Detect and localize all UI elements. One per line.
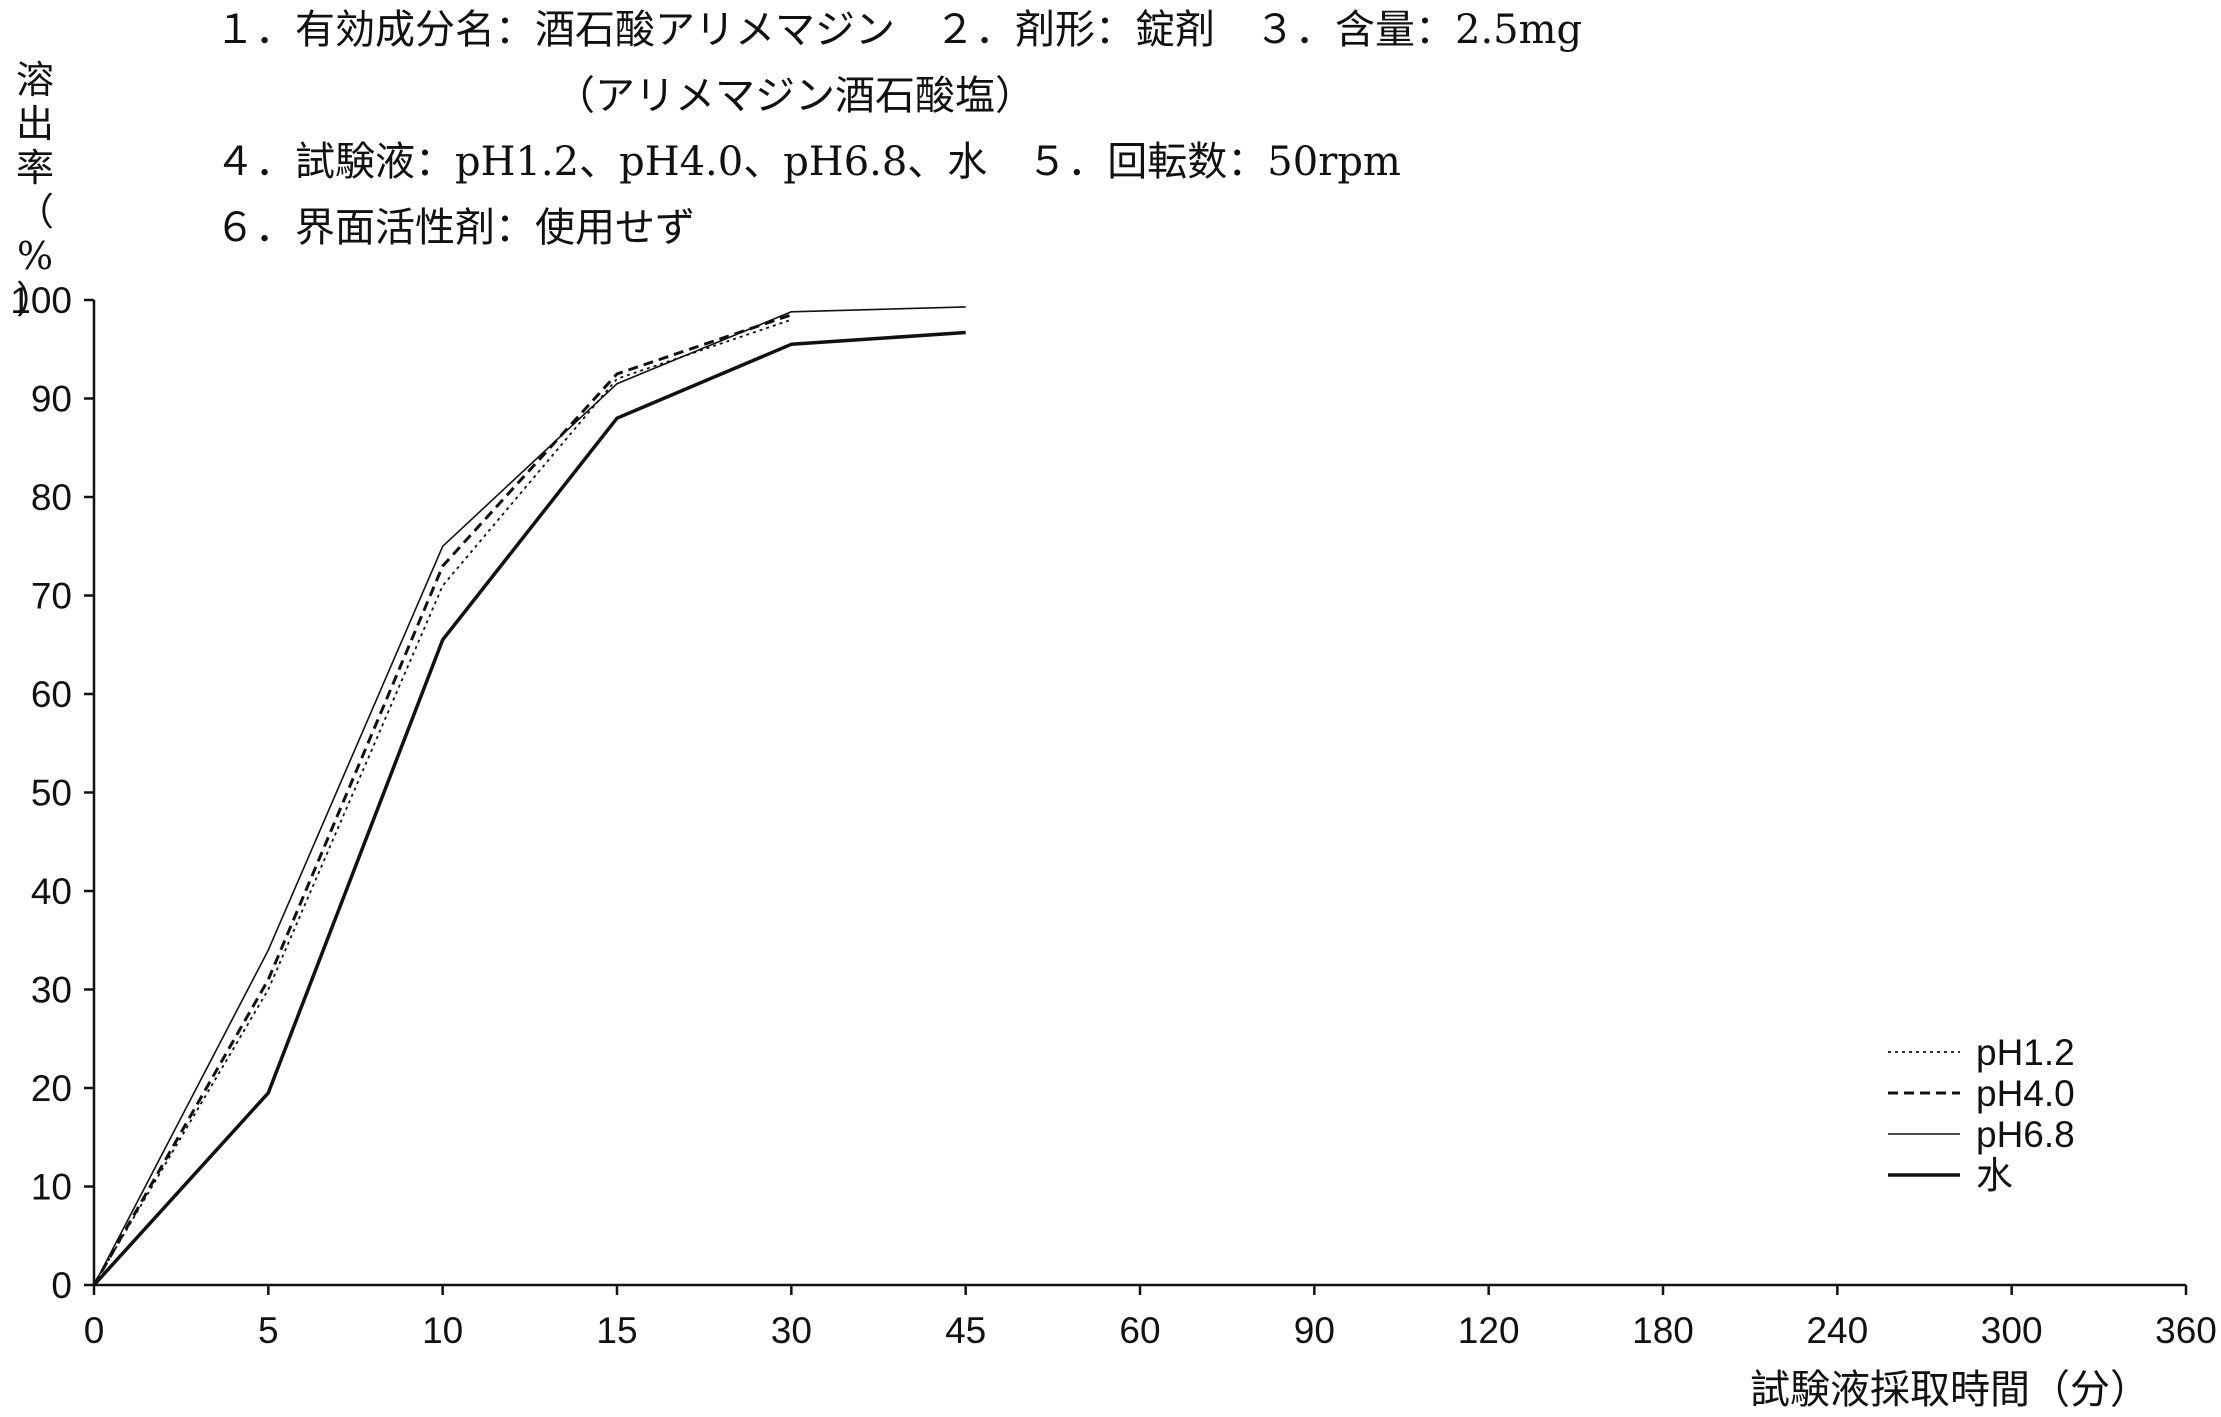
axes: 0 10 20 30 40 50 60 70 80 90 100 0 5 10 15 30 45 60 90 120 1… bbox=[10, 280, 2217, 1351]
legend-label: pH6.8 bbox=[1976, 1114, 2075, 1155]
legend-label: pH1.2 bbox=[1976, 1032, 2075, 1073]
y-axis-label-char: 率 bbox=[15, 146, 54, 190]
x-tick-label: 90 bbox=[1294, 1310, 1335, 1351]
legend-label: 水 bbox=[1976, 1155, 2013, 1196]
x-tick-label: 30 bbox=[771, 1310, 812, 1351]
y-axis-label-char: 溶 bbox=[15, 58, 54, 102]
condition-line-4: ６．界面活性剤：使用せず bbox=[215, 205, 695, 251]
series-line-4 bbox=[92, 330, 966, 1287]
y-axis-label-char: ） bbox=[15, 278, 54, 322]
y-tick-label: 0 bbox=[51, 1265, 72, 1306]
y-axis-label-char: 出 bbox=[15, 102, 54, 146]
y-tick-label: 50 bbox=[31, 773, 72, 814]
y-axis-label-char: （ bbox=[15, 190, 54, 234]
x-tick-label: 45 bbox=[945, 1310, 986, 1351]
y-tick-label: 60 bbox=[31, 674, 72, 715]
x-tick-label: 10 bbox=[422, 1310, 463, 1351]
condition-line-3: ４．試験液：pH1.2、pH4.0、pH6.8、水 ５．回転数：50rpm bbox=[215, 139, 1401, 185]
y-tick-label: 10 bbox=[31, 1167, 72, 1208]
y-tick-label: 70 bbox=[31, 576, 72, 617]
y-axis-label: 溶 出 率 （ % ） bbox=[10, 58, 60, 322]
x-tick-label: 120 bbox=[1458, 1310, 1520, 1351]
x-tick-label: 360 bbox=[2155, 1310, 2217, 1351]
x-tick-label: 180 bbox=[1632, 1310, 1694, 1351]
series-lines bbox=[92, 306, 966, 1287]
x-tick-label: 240 bbox=[1806, 1310, 1868, 1351]
condition-line-2: （アリメマジン酒石酸塩） bbox=[555, 73, 1035, 119]
x-tick-label: 60 bbox=[1119, 1310, 1160, 1351]
series-line-3 bbox=[93, 306, 966, 1286]
y-tick-label: 40 bbox=[31, 871, 72, 912]
condition-line-1: １．有効成分名：酒石酸アリメマジン ２．剤形：錠剤 ３．含量：2.5mg bbox=[215, 7, 1583, 53]
y-tick-label: 90 bbox=[31, 379, 72, 420]
x-tick-label: 0 bbox=[84, 1310, 105, 1351]
x-axis-label: 試験液採取時間（分） bbox=[1750, 1367, 2150, 1413]
y-axis-label-char: % bbox=[16, 234, 54, 278]
x-tick-label: 15 bbox=[596, 1310, 637, 1351]
y-tick-label: 80 bbox=[31, 477, 72, 518]
series-line-1 bbox=[93, 318, 792, 1286]
y-tick-label: 20 bbox=[31, 1068, 72, 1109]
x-tick-label: 5 bbox=[258, 1310, 279, 1351]
y-tick-label: 100 bbox=[10, 280, 72, 321]
series-line-2 bbox=[92, 313, 792, 1286]
legend-label: pH4.0 bbox=[1976, 1073, 2075, 1114]
y-tick-label: 30 bbox=[31, 970, 72, 1011]
x-tick-label: 300 bbox=[1981, 1310, 2043, 1351]
